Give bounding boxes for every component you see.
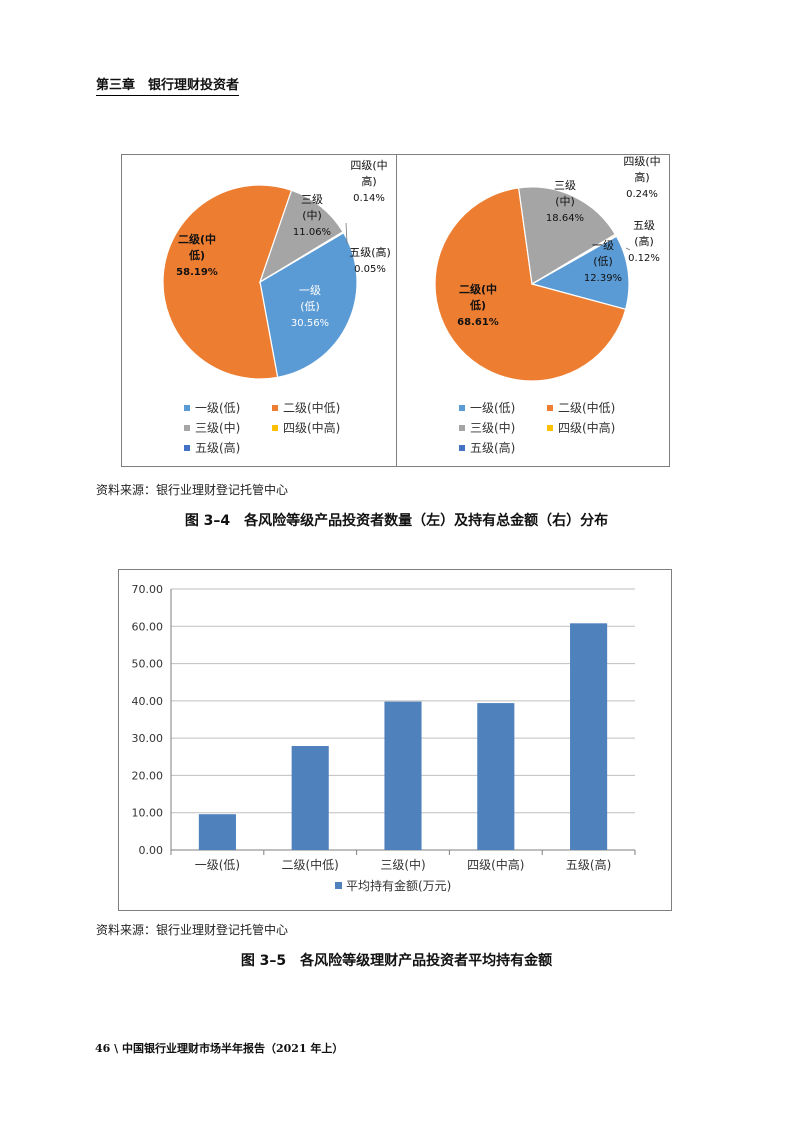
pie-data-label: 三级(中) 18.64% — [546, 179, 584, 224]
legend-swatch — [547, 405, 553, 411]
pie-slice — [162, 184, 293, 380]
leader-line — [625, 247, 631, 251]
bar — [198, 814, 236, 850]
pie-data-label: 四级(中高) 0.24% — [623, 155, 660, 200]
legend-swatch — [184, 405, 190, 411]
pie-slice — [259, 231, 345, 283]
pie-data-label: 三级(中) 11.06% — [293, 193, 331, 238]
legend-label: 一级(低) — [470, 401, 515, 415]
legend-label: 平均持有金额(万元) — [346, 878, 451, 893]
legend-swatch — [184, 445, 190, 451]
y-tick-label: 20.00 — [132, 769, 164, 782]
bar — [384, 701, 422, 850]
chapter-title: 银行理财投资者 — [148, 78, 240, 93]
pie-data-label: 四级(中高) 0.14% — [350, 159, 387, 204]
legend-label: 一级(低) — [195, 401, 240, 415]
figure2-source: 资料来源：银行业理财登记托管中心 — [96, 923, 289, 937]
y-tick-label: 50.00 — [132, 658, 164, 671]
pie-chart-panel-right: 一级(低) 12.39% 二级(中低) 68.61% 三级(中) 18.64% 四级(中高)… — [396, 154, 670, 467]
legend-label: 二级(中低) — [283, 400, 340, 415]
chapter-number: 第三章 — [96, 78, 136, 93]
pie-data-label: 五级(高) 0.05% — [349, 245, 391, 275]
y-tick-label: 10.00 — [132, 807, 164, 820]
x-tick-label: 四级(中高) — [467, 857, 524, 872]
pie-data-label: 二级(中低) 58.19% — [176, 232, 218, 278]
pie-chart-investor-count: 一级(低) 30.56% 二级(中低) 58.19% 三级(中) 11.06% 四级(中高)… — [162, 159, 391, 455]
chapter-header: 第三章 银行理财投资者 — [96, 74, 240, 96]
pie-slice — [530, 235, 630, 311]
legend-swatch — [459, 445, 465, 451]
pie-slice — [517, 186, 617, 285]
y-tick-label: 30.00 — [132, 732, 164, 745]
pie-chart-total-holdings: 一级(低) 12.39% 二级(中低) 68.61% 三级(中) 18.64% 四级(中高)… — [434, 155, 661, 455]
x-tick-label: 一级(低) — [195, 858, 240, 872]
legend-label: 二级(中低) — [558, 400, 615, 415]
legend-swatch — [272, 405, 278, 411]
legend-label: 三级(中) — [470, 420, 515, 435]
legend-swatch — [272, 425, 278, 431]
bar — [477, 703, 515, 850]
pie-slice — [531, 234, 618, 285]
pie-chart-panel-left: 一级(低) 30.56% 二级(中低) 58.19% 三级(中) 11.06% 四级(中高)… — [121, 154, 397, 467]
legend-swatch — [184, 425, 190, 431]
pie-data-label: 二级(中低) 68.61% — [457, 282, 499, 328]
leader-line — [345, 222, 348, 244]
pie-data-label: 一级(低) 12.39% — [584, 239, 622, 284]
pie-data-label: 一级(低) 30.56% — [291, 284, 329, 329]
bar-chart-average-holdings: 0.00 10.00 20.00 30.00 40.00 50.00 60.00 70.00 一… — [132, 583, 636, 893]
figure2-caption: 图 3–5 各风险等级理财产品投资者平均持有金额 — [240, 953, 553, 969]
legend-label: 五级(高) — [470, 440, 515, 455]
legend-label: 三级(中) — [195, 420, 240, 435]
x-tick-label: 三级(中) — [380, 857, 425, 872]
y-tick-label: 0.00 — [139, 844, 164, 857]
legend-label: 四级(中高) — [558, 420, 615, 435]
pie-data-label: 五级(高) 0.12% — [628, 219, 660, 264]
legend-swatch — [547, 425, 553, 431]
y-tick-label: 70.00 — [132, 583, 164, 596]
pie-slice — [259, 231, 358, 379]
figure1-caption: 图 3–4 各风险等级产品投资者数量（左）及持有总金额（右）分布 — [184, 513, 609, 529]
bar — [570, 623, 608, 850]
page-footer: 46 \ 中国银行业理财市场半年报告（2021 年上） — [95, 1042, 344, 1055]
bar-chart-panel: 0.00 10.00 20.00 30.00 40.00 50.00 60.00 70.00 一… — [118, 569, 672, 911]
pie-slice — [258, 189, 344, 284]
legend-label: 四级(中高) — [283, 420, 340, 435]
bar — [291, 745, 329, 850]
legend-swatch — [459, 405, 465, 411]
y-tick-label: 60.00 — [132, 620, 164, 633]
legend-label: 五级(高) — [195, 440, 240, 455]
x-tick-label: 五级(高) — [566, 857, 611, 872]
figure1-source: 资料来源：银行业理财登记托管中心 — [96, 483, 289, 497]
legend-swatch — [459, 425, 465, 431]
legend-swatch — [335, 882, 342, 889]
x-tick-label: 二级(中低) — [282, 857, 339, 872]
pie-slice — [434, 187, 627, 382]
y-tick-label: 40.00 — [132, 695, 164, 708]
